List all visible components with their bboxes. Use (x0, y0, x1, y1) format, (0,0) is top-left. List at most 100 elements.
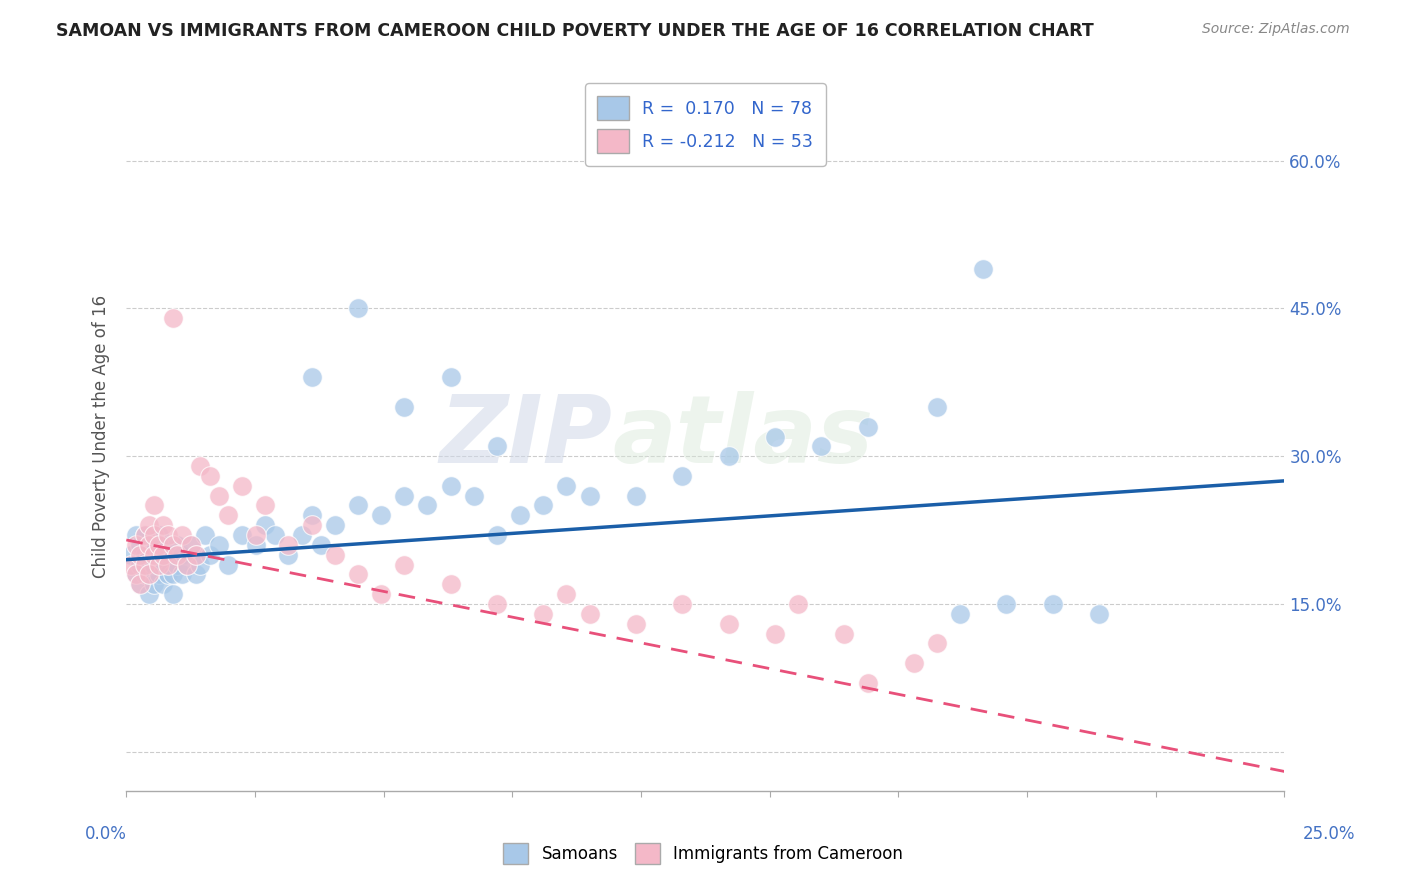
Point (198, 469, 221, 483)
Point (787, 597, 810, 611)
Point (134, 528, 156, 542)
Point (555, 479, 578, 493)
Point (152, 548, 174, 562)
Point (509, 508, 531, 523)
Point (166, 558, 188, 572)
Point (148, 558, 170, 572)
Point (245, 538, 267, 552)
Point (439, 370, 461, 384)
Point (394, 489, 416, 503)
Point (810, 439, 832, 453)
Text: SAMOAN VS IMMIGRANTS FROM CAMEROON CHILD POVERTY UNDER THE AGE OF 16 CORRELATION: SAMOAN VS IMMIGRANTS FROM CAMEROON CHILD… (56, 22, 1094, 40)
Point (156, 558, 179, 572)
Point (370, 508, 392, 523)
Point (578, 607, 600, 621)
Point (394, 400, 416, 414)
Point (162, 548, 184, 562)
Point (291, 528, 314, 542)
Point (834, 626, 856, 640)
Point (143, 499, 166, 513)
Point (578, 489, 600, 503)
Point (231, 479, 253, 493)
Point (949, 607, 972, 621)
Point (184, 548, 207, 562)
Point (129, 548, 152, 562)
Point (1088, 607, 1111, 621)
Point (180, 538, 202, 552)
Point (856, 419, 879, 434)
Point (143, 558, 166, 572)
Point (134, 567, 156, 582)
Point (301, 370, 323, 384)
Point (148, 538, 170, 552)
Point (138, 567, 160, 582)
Point (277, 538, 299, 552)
Point (485, 597, 508, 611)
Point (254, 499, 277, 513)
Point (180, 538, 202, 552)
Point (162, 538, 184, 552)
Point (184, 548, 207, 562)
Point (143, 548, 166, 562)
Point (176, 558, 198, 572)
Point (347, 499, 370, 513)
Point (156, 548, 179, 562)
Point (485, 439, 508, 453)
Point (156, 567, 179, 582)
Point (671, 597, 693, 611)
Point (162, 587, 184, 601)
Point (624, 616, 647, 631)
Point (245, 528, 267, 542)
Point (190, 459, 212, 474)
Point (439, 479, 461, 493)
Point (170, 528, 193, 542)
Point (231, 528, 253, 542)
Point (124, 567, 146, 582)
Point (129, 577, 152, 591)
Point (903, 656, 925, 670)
Point (129, 538, 152, 552)
Point (152, 577, 174, 591)
Point (143, 577, 166, 591)
Y-axis label: Child Poverty Under the Age of 16: Child Poverty Under the Age of 16 (93, 295, 110, 578)
Point (134, 548, 156, 562)
Point (124, 528, 146, 542)
Point (323, 548, 346, 562)
Point (134, 528, 156, 542)
Point (463, 489, 485, 503)
Point (624, 489, 647, 503)
Point (301, 508, 323, 523)
Legend: R =  0.170   N = 78, R = -0.212   N = 53: R = 0.170 N = 78, R = -0.212 N = 53 (585, 84, 825, 166)
Point (152, 558, 174, 572)
Point (347, 301, 370, 316)
Point (129, 577, 152, 591)
Point (217, 558, 239, 572)
Point (166, 548, 188, 562)
Point (148, 567, 170, 582)
Point (138, 538, 160, 552)
Point (972, 262, 994, 277)
Point (176, 558, 198, 572)
Point (129, 558, 152, 572)
Point (166, 538, 188, 552)
Point (138, 548, 160, 562)
Text: atlas: atlas (613, 391, 875, 483)
Point (143, 538, 166, 552)
Point (995, 597, 1018, 611)
Point (138, 538, 160, 552)
Text: 0.0%: 0.0% (84, 825, 127, 843)
Legend: Samoans, Immigrants from Cameroon: Samoans, Immigrants from Cameroon (496, 837, 910, 871)
Point (138, 558, 160, 572)
Point (439, 577, 461, 591)
Point (194, 528, 217, 542)
Text: 25.0%: 25.0% (1302, 825, 1355, 843)
Point (143, 528, 166, 542)
Point (485, 528, 508, 542)
Point (925, 400, 948, 414)
Point (394, 558, 416, 572)
Point (370, 587, 392, 601)
Point (162, 311, 184, 326)
Point (531, 607, 554, 621)
Point (717, 616, 740, 631)
Point (323, 518, 346, 533)
